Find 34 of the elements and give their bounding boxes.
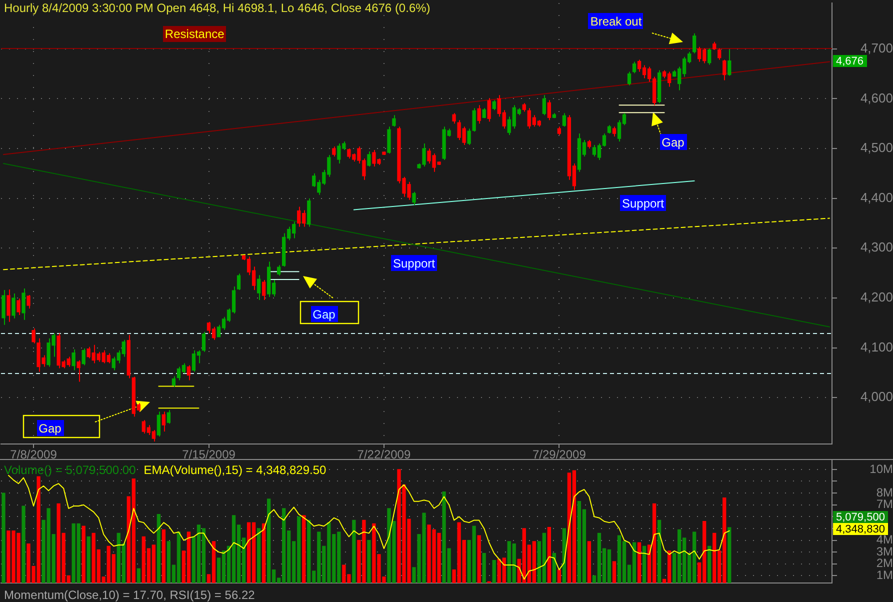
text: 4,348,830 — [836, 523, 885, 536]
annotation: Support — [622, 196, 665, 210]
y-tick-label: 4,100 — [860, 339, 893, 354]
x-tick-label: 7/22/2009 — [357, 448, 411, 462]
annotation: 4,676 — [836, 55, 864, 68]
annotation: Break out — [590, 14, 642, 28]
candlestick — [382, 150, 386, 156]
ref-line-label: Resistance — [164, 27, 225, 42]
y-tick-label: 8M — [876, 485, 893, 500]
y-tick-label: 4,700 — [860, 40, 893, 56]
y-tick-label: 3M — [876, 544, 893, 558]
x-tick-label: 7/8/2009 — [10, 448, 58, 462]
text: Momentum(Close,10) = 17.70, RSI(15) = 56.22 — [4, 588, 255, 602]
y-tick-label: 4,000 — [860, 389, 893, 404]
y-tick-label: 1M — [876, 568, 893, 582]
text: EMA(Volume(),15) = 4,348,829.50 — [144, 463, 326, 477]
annotation: Gap — [38, 421, 62, 436]
y-tick-label: 7M — [876, 497, 893, 512]
y-tick-label: 4,200 — [860, 290, 893, 305]
x-tick-label: 7/15/2009 — [182, 448, 236, 462]
y-tick-label: 4,300 — [860, 240, 893, 255]
y-tick-label: 4,600 — [860, 90, 893, 106]
y-tick-label: 2M — [876, 556, 893, 570]
annotation: Gap — [662, 135, 685, 150]
text: 5,079,500 — [836, 511, 885, 524]
y-tick-label: 10M — [870, 462, 893, 476]
y-tick-label: 4M — [876, 532, 893, 547]
series-label: Volume() = 5,079,500.00 — [4, 463, 136, 477]
annotation: Support — [392, 256, 436, 270]
x-tick-label: 7/29/2009 — [532, 448, 586, 462]
chart-title: Hourly 8/4/2009 3:30:00 PM Open 4648, Hi 4698.1, Lo 4646, Close 4676 (0.6%) — [4, 1, 430, 15]
annotation: Gap — [312, 307, 336, 322]
y-tick-label: 4,500 — [860, 140, 893, 156]
y-tick-label: 4,400 — [860, 190, 893, 205]
